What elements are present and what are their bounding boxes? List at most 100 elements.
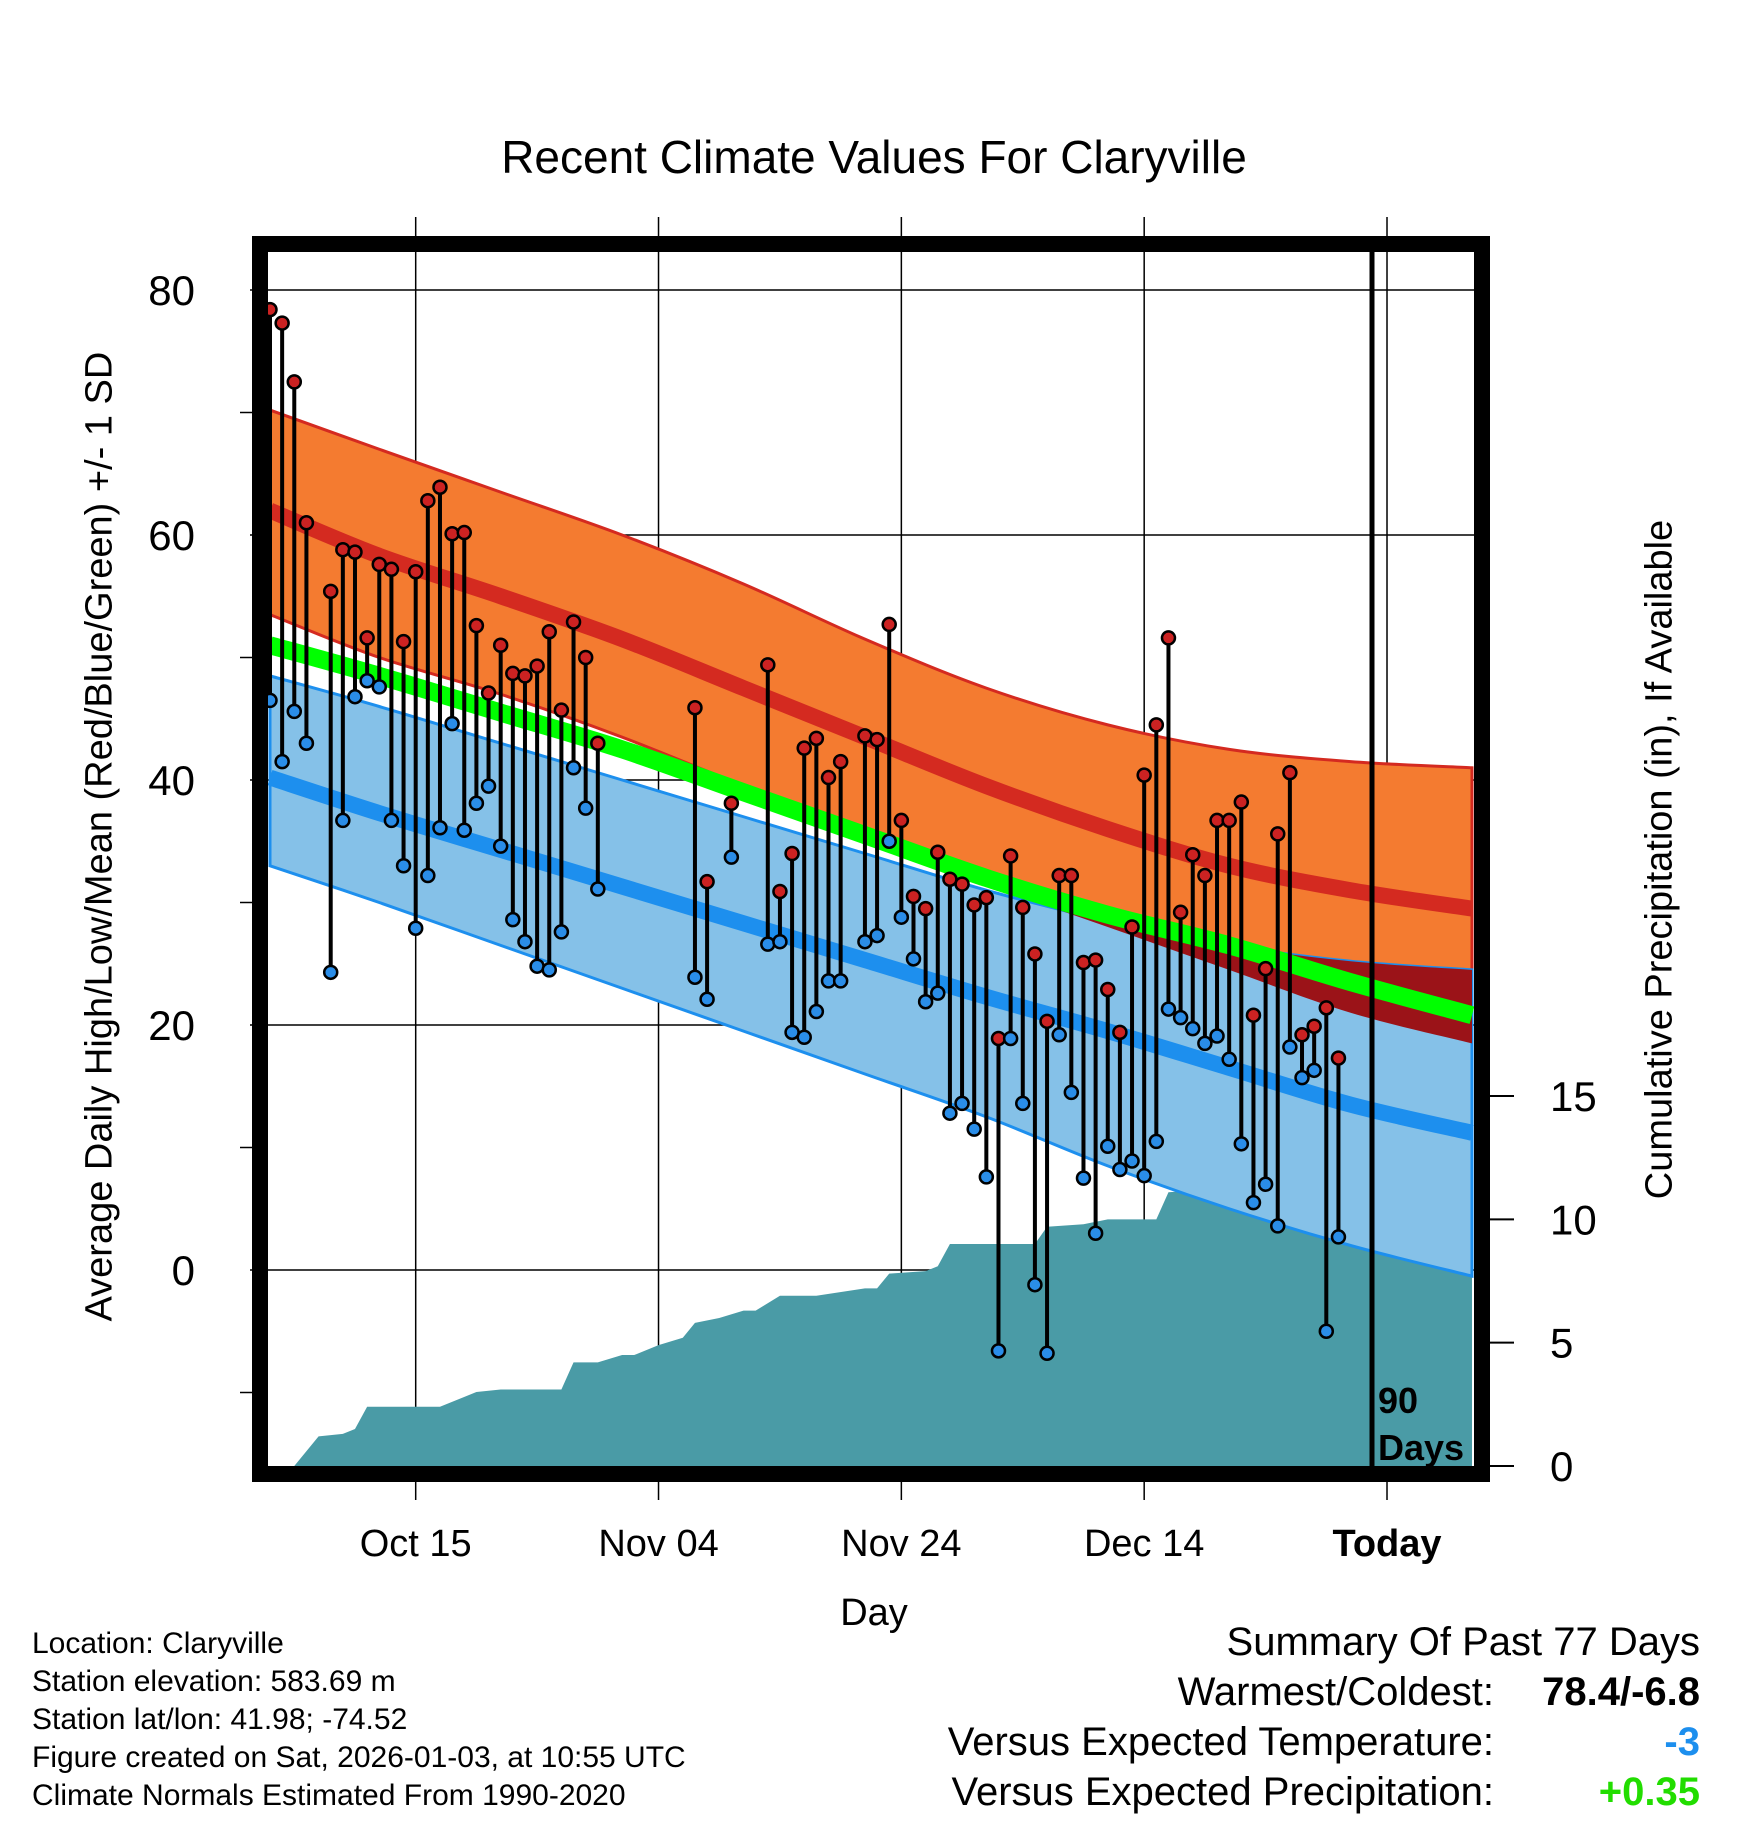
daily-high-marker	[407, 564, 424, 580]
daily-low-marker	[395, 858, 412, 874]
x-tick-label: Oct 15	[360, 1523, 472, 1565]
summary-precip-label: Versus Expected Precipitation:	[951, 1770, 1494, 1814]
daily-high-marker	[978, 889, 995, 906]
daily-high-marker	[577, 649, 594, 666]
summary-temp-label: Versus Expected Temperature:	[947, 1720, 1494, 1764]
daily-low-marker	[1197, 1035, 1213, 1052]
daily-high-marker	[517, 668, 533, 684]
summary-temp-row: Versus Expected Temperature: -3	[948, 1717, 1700, 1767]
daily-high-marker	[590, 735, 606, 751]
chart-title: Recent Climate Values For Claryville	[501, 131, 1247, 183]
y-axis-left-label: Average Daily High/Low/Mean (Red/Blue/Gr…	[78, 351, 121, 1322]
daily-high-marker	[1245, 1007, 1262, 1023]
precip-area-group	[270, 1147, 1472, 1466]
daily-low-marker	[492, 838, 509, 854]
daily-low-marker	[1306, 1062, 1322, 1079]
daily-high-marker	[335, 541, 351, 558]
meta-created: Figure created on Sat, 2026-01-03, at 10…	[32, 1741, 686, 1774]
daily-low-marker	[1148, 1133, 1165, 1150]
daily-low-marker	[796, 1029, 812, 1045]
daily-low-marker	[1269, 1218, 1286, 1234]
station-metadata: Location: Claryville Station elevation: …	[32, 1625, 686, 1815]
daily-high-marker	[966, 897, 982, 913]
y-left-tick-label: 0	[172, 1247, 195, 1294]
daily-high-marker	[1197, 867, 1213, 884]
daily-low-marker	[1294, 1069, 1310, 1086]
daily-low-marker	[772, 933, 788, 950]
axis-ticks-group: 80 60 40 20 0 15 10 5 0 Oct 15 Nov 04 Nov 24 Dec 14 T…	[148, 267, 1596, 1565]
daily-low-marker	[1136, 1167, 1152, 1184]
daily-low-marker	[1112, 1161, 1128, 1178]
daily-observations-group	[262, 301, 1347, 1362]
daily-low-marker	[930, 985, 946, 1001]
daily-low-marker	[978, 1169, 995, 1185]
daily-high-marker	[395, 633, 412, 650]
daily-low-marker	[1330, 1229, 1347, 1245]
summary-warmest-value: 78.4/-6.8	[1542, 1670, 1700, 1714]
daily-low-marker	[577, 800, 594, 816]
y-right-tick-label: 5	[1550, 1320, 1573, 1367]
daily-high-marker	[541, 624, 558, 640]
daily-high-marker	[1233, 794, 1250, 810]
daily-low-marker	[371, 679, 388, 695]
daily-high-marker	[1172, 904, 1189, 921]
precip-area	[270, 1147, 1472, 1466]
daily-high-marker	[1269, 826, 1286, 842]
summary-warmest-row: Warmest/Coldest: 78.4/-6.8	[948, 1667, 1700, 1717]
daily-low-marker	[553, 924, 570, 940]
daily-low-marker	[286, 703, 303, 720]
daily-low-marker	[1221, 1051, 1237, 1068]
daily-high-marker	[286, 374, 303, 390]
daily-low-marker	[905, 951, 922, 967]
y-right-tick-label: 10	[1550, 1196, 1597, 1243]
daily-high-marker	[917, 900, 934, 917]
y-left-tick-label: 60	[148, 512, 195, 559]
daily-high-marker	[772, 883, 788, 900]
daily-low-marker	[298, 735, 315, 751]
daily-low-marker	[1087, 1225, 1104, 1241]
daily-high-marker	[420, 492, 436, 509]
daily-low-marker	[1318, 1323, 1335, 1339]
daily-low-marker	[954, 1095, 970, 1112]
daily-low-marker	[893, 909, 910, 925]
daily-low-marker	[917, 993, 934, 1010]
daily-high-marker	[529, 658, 545, 674]
today-days-label: Days	[1378, 1427, 1464, 1468]
summary-panel: Summary Of Past 77 Days Warmest/Coldest:…	[948, 1617, 1700, 1817]
daily-high-marker	[1282, 764, 1298, 781]
y-left-tick-label: 80	[148, 267, 195, 314]
daily-low-marker	[990, 1343, 1007, 1359]
daily-high-marker	[687, 699, 703, 716]
daily-low-marker	[699, 991, 715, 1008]
daily-low-marker	[590, 881, 606, 897]
daily-high-marker	[881, 616, 897, 633]
daily-high-marker	[1087, 952, 1104, 968]
daily-high-marker	[796, 740, 812, 756]
daily-low-marker	[832, 973, 849, 989]
daily-low-marker	[808, 1003, 825, 1020]
low-mean-line	[267, 769, 1474, 1141]
x-axis-label: Day	[840, 1592, 908, 1634]
daily-high-marker	[1160, 630, 1177, 646]
y-right-tick-label: 15	[1550, 1073, 1597, 1120]
daily-high-marker	[1063, 867, 1080, 884]
daily-low-marker	[1160, 1001, 1177, 1017]
daily-low-marker	[335, 812, 351, 829]
daily-high-marker	[565, 614, 582, 630]
daily-low-marker	[1233, 1136, 1250, 1152]
daily-low-marker	[407, 920, 424, 936]
daily-high-marker	[832, 753, 849, 770]
daily-high-marker	[1136, 767, 1152, 783]
daily-low-marker	[359, 673, 375, 689]
daily-low-marker	[347, 688, 363, 705]
daily-high-marker	[930, 844, 946, 861]
daily-high-marker	[1039, 1013, 1055, 1030]
daily-high-marker	[468, 617, 485, 634]
summary-header: Summary Of Past 77 Days	[1226, 1620, 1700, 1664]
daily-low-marker	[322, 964, 339, 981]
daily-low-marker	[456, 822, 473, 838]
daily-low-marker	[723, 849, 740, 865]
daily-low-marker	[274, 753, 290, 770]
daily-low-marker	[1100, 1138, 1116, 1155]
